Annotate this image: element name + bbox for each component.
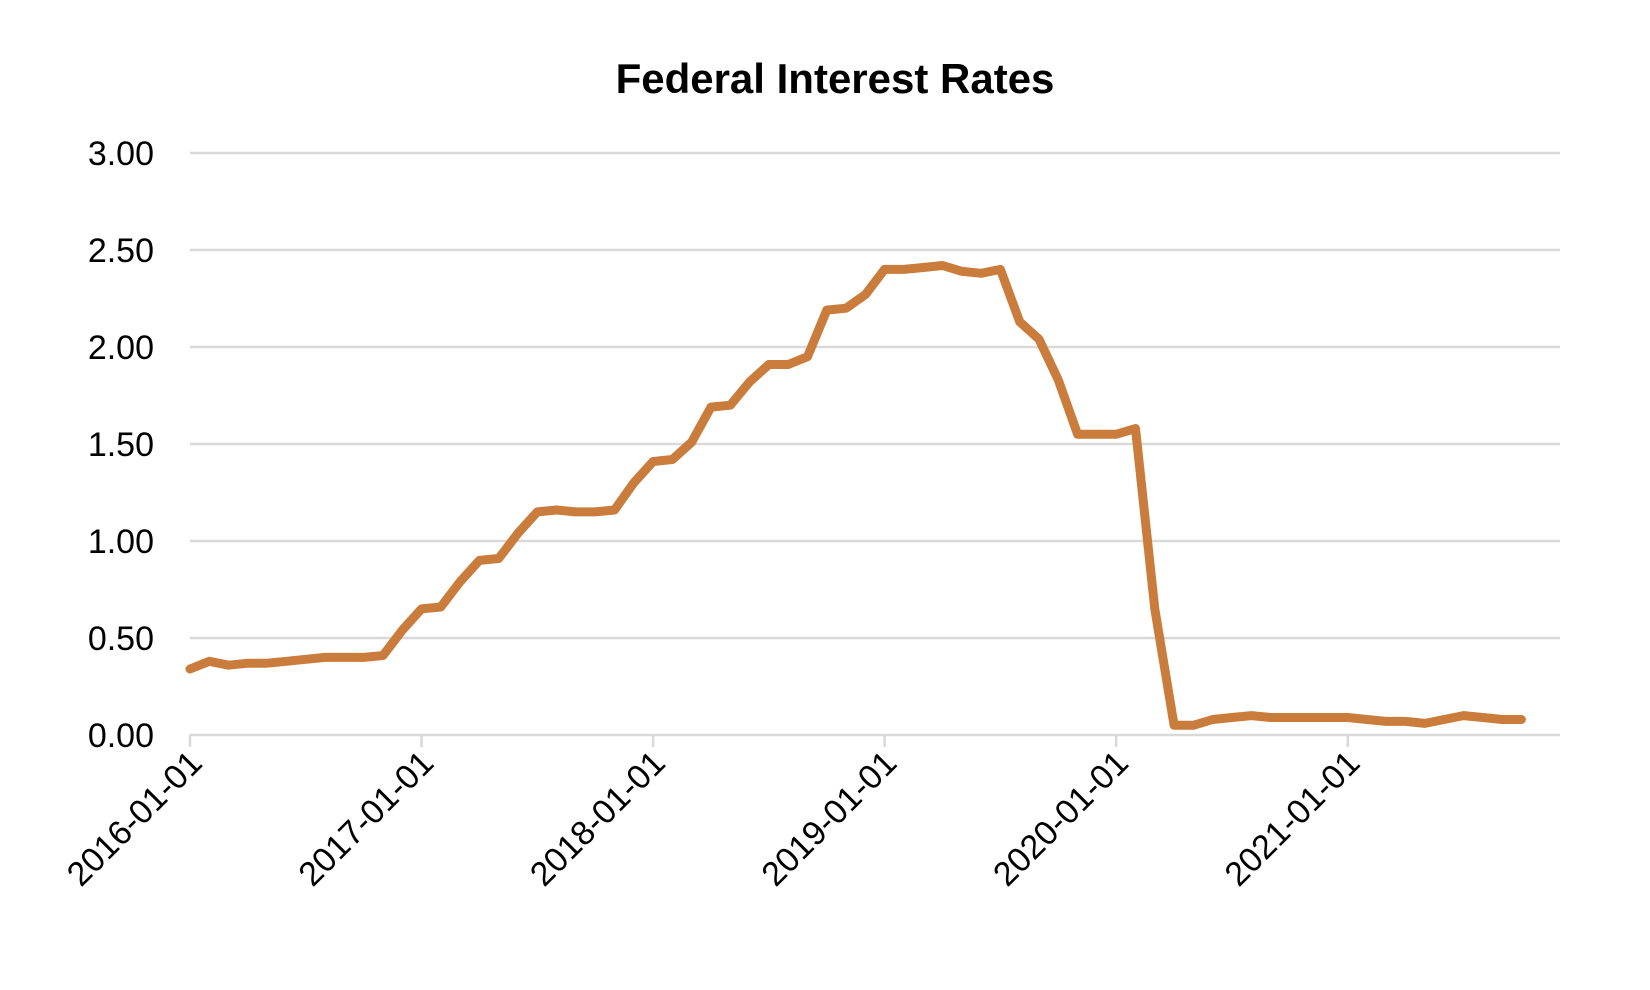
data-point xyxy=(1017,319,1023,325)
data-point xyxy=(1055,377,1061,383)
data-point xyxy=(1268,715,1274,721)
data-point xyxy=(1094,431,1100,437)
chart-title: Federal Interest Rates xyxy=(616,55,1055,102)
data-point xyxy=(727,402,733,408)
data-point xyxy=(206,658,212,664)
data-point xyxy=(284,658,290,664)
data-point xyxy=(708,404,714,410)
x-tick-label: 2016-01-01 xyxy=(60,744,210,894)
data-point xyxy=(1403,718,1409,724)
data-point xyxy=(303,656,309,662)
gridlines xyxy=(190,151,1560,737)
data-point xyxy=(669,457,675,463)
data-point xyxy=(1133,426,1139,432)
data-point xyxy=(1461,713,1467,719)
data-point xyxy=(226,662,232,668)
data-point xyxy=(1229,715,1235,721)
data-point xyxy=(1422,720,1428,726)
series-line xyxy=(185,261,1526,730)
data-point xyxy=(1441,717,1447,723)
data-point xyxy=(361,654,367,660)
data-point xyxy=(1326,715,1332,721)
data-point xyxy=(1287,715,1293,721)
data-point xyxy=(1383,718,1389,724)
data-point xyxy=(245,660,251,666)
data-point xyxy=(940,263,946,269)
series-layer xyxy=(185,261,1526,730)
data-point xyxy=(419,606,425,612)
data-point xyxy=(380,653,386,659)
data-point xyxy=(1364,717,1370,723)
y-tick-label: 2.00 xyxy=(88,329,154,367)
data-point xyxy=(843,305,849,311)
data-point xyxy=(592,509,598,515)
data-point xyxy=(341,654,347,660)
y-tick-label: 2.50 xyxy=(88,232,154,270)
data-point xyxy=(554,507,560,513)
data-point xyxy=(631,480,637,486)
data-point xyxy=(322,654,328,660)
data-point xyxy=(1075,431,1081,437)
data-point xyxy=(496,556,502,562)
data-point xyxy=(1345,715,1351,721)
data-point xyxy=(515,530,521,536)
data-point xyxy=(573,509,579,515)
data-point xyxy=(612,507,618,513)
data-point xyxy=(1210,717,1216,723)
data-point xyxy=(1152,606,1158,612)
x-tick-label: 2021-01-01 xyxy=(1218,744,1368,894)
data-point xyxy=(534,509,540,515)
data-point xyxy=(438,604,444,610)
y-tick-label: 3.00 xyxy=(88,135,154,173)
data-point xyxy=(901,266,907,272)
data-point xyxy=(862,292,868,298)
data-point xyxy=(997,266,1003,272)
data-point xyxy=(824,307,830,313)
data-point xyxy=(1190,722,1196,728)
data-point xyxy=(399,627,405,633)
data-point xyxy=(920,265,926,271)
data-point xyxy=(805,354,811,360)
x-tick-label: 2018-01-01 xyxy=(523,744,673,894)
data-point xyxy=(959,268,965,274)
y-tick-label: 1.00 xyxy=(88,523,154,561)
data-point xyxy=(785,362,791,368)
data-point xyxy=(187,666,193,672)
data-point xyxy=(1518,717,1524,723)
data-point xyxy=(650,459,656,465)
data-point xyxy=(689,439,695,445)
data-point xyxy=(747,379,753,385)
data-point xyxy=(1171,722,1177,728)
y-axis: 0.00 0.50 1.00 1.50 2.00 2.50 3.00 xyxy=(88,135,154,755)
x-axis: 2016-01-01 2017-01-01 2018-01-01 2019-01-01… xyxy=(60,735,1368,894)
data-point xyxy=(978,270,984,276)
data-point xyxy=(1480,715,1486,721)
data-point xyxy=(264,660,270,666)
data-point xyxy=(1036,336,1042,342)
x-tick-label: 2019-01-01 xyxy=(754,744,904,894)
data-point xyxy=(1499,717,1505,723)
x-tick-label: 2020-01-01 xyxy=(986,744,1136,894)
data-point xyxy=(476,557,482,563)
data-point xyxy=(457,579,463,585)
data-point xyxy=(882,266,888,272)
data-point xyxy=(1113,431,1119,437)
x-tick-label: 2017-01-01 xyxy=(291,744,441,894)
data-point xyxy=(766,362,772,368)
data-point xyxy=(1248,713,1254,719)
y-tick-label: 0.50 xyxy=(88,620,154,658)
y-tick-label: 1.50 xyxy=(88,426,154,464)
y-tick-label: 0.00 xyxy=(88,717,154,755)
data-point xyxy=(1306,715,1312,721)
